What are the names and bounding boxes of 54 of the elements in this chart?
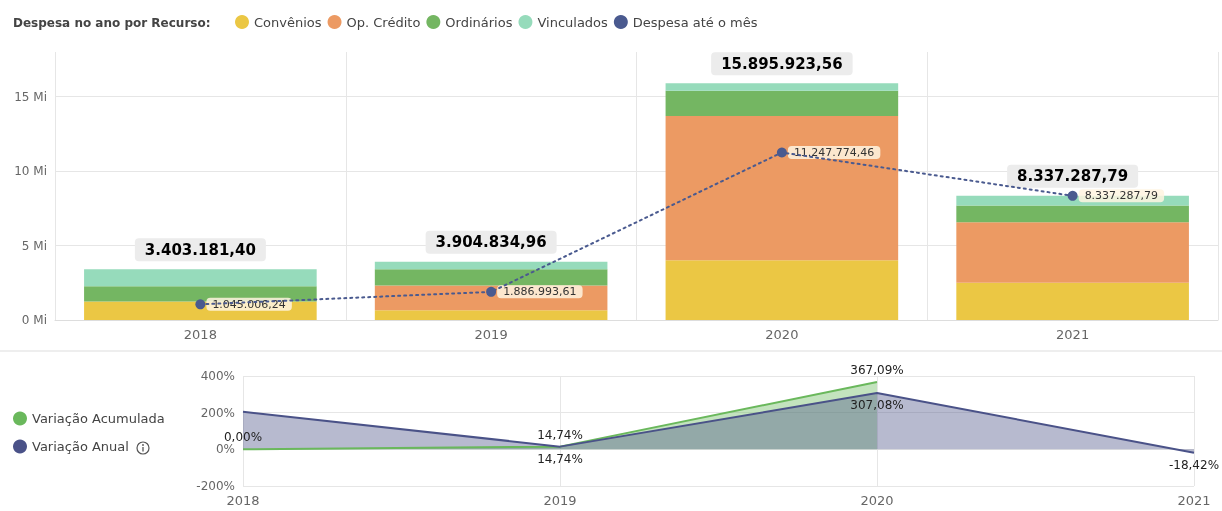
bar xyxy=(956,205,1189,223)
bar xyxy=(374,261,608,270)
point xyxy=(1067,190,1078,201)
legend-title: Despesa no ano por Recurso: xyxy=(13,16,211,30)
bar xyxy=(665,90,899,117)
legend-label: Ordinários xyxy=(445,14,513,30)
x-tick-label: 2021 xyxy=(1056,327,1090,342)
x-tick-label: 2019 xyxy=(543,493,577,508)
bar xyxy=(374,310,608,320)
y-tick-label: 200% xyxy=(200,405,235,420)
x-tick-label: 2021 xyxy=(1177,493,1211,508)
total-label: 3.403.181,40 xyxy=(144,240,256,259)
point xyxy=(486,286,497,297)
bar xyxy=(665,116,899,261)
annotation: 11.247.774,46 xyxy=(793,146,875,159)
y-tick-label: 5 Mi xyxy=(21,238,47,253)
x-tick-label: 2019 xyxy=(474,327,508,342)
bar xyxy=(84,286,317,302)
total-label: 8.337.287,79 xyxy=(1084,189,1159,203)
data-label: 307,08% xyxy=(850,398,904,413)
bar xyxy=(665,260,899,320)
legend-label: Despesa até o mês xyxy=(632,14,758,30)
data-label: 367,09% xyxy=(850,363,904,378)
annotation: 1.045.006,24 xyxy=(212,297,286,311)
x-tick-label: 2020 xyxy=(765,327,799,342)
total-label: 3.904.834,96 xyxy=(435,233,547,252)
legend-label: Variação Acumulada xyxy=(32,411,165,426)
x-tick-label: 2020 xyxy=(860,493,894,508)
point xyxy=(776,147,787,158)
point xyxy=(195,299,206,310)
x-tick-label: 2018 xyxy=(183,327,217,342)
bar xyxy=(374,269,608,286)
data-label: -18,42% xyxy=(1168,457,1220,472)
y-tick-label: 15 Mi xyxy=(14,89,47,104)
bar xyxy=(956,282,1189,320)
y-tick-label: -200% xyxy=(196,479,235,493)
y-tick-label: 0% xyxy=(215,442,235,457)
data-label: 14,74% xyxy=(537,451,583,466)
annotation: 8.337.287,79 xyxy=(1017,167,1129,186)
y-tick-label: 10 Mi xyxy=(14,164,47,179)
y-tick-label: 400% xyxy=(200,369,235,383)
legend-label: Convênios xyxy=(254,14,322,30)
annotation: 1.886.993,61 xyxy=(503,285,577,299)
bar xyxy=(956,222,1189,283)
x-tick-label: 2018 xyxy=(226,493,260,508)
total-label: 15.895.923,56 xyxy=(721,54,843,73)
bar xyxy=(665,83,899,91)
legend-label: Vinculados xyxy=(537,14,609,30)
bar xyxy=(84,269,317,287)
y-tick-label: 0 Mi xyxy=(21,313,47,327)
data-label: 14,74% xyxy=(537,427,583,442)
legend-label: Variação Anual xyxy=(32,439,129,454)
data-label: 0,00% xyxy=(223,430,263,445)
legend-label: Op. Crédito xyxy=(346,14,421,30)
